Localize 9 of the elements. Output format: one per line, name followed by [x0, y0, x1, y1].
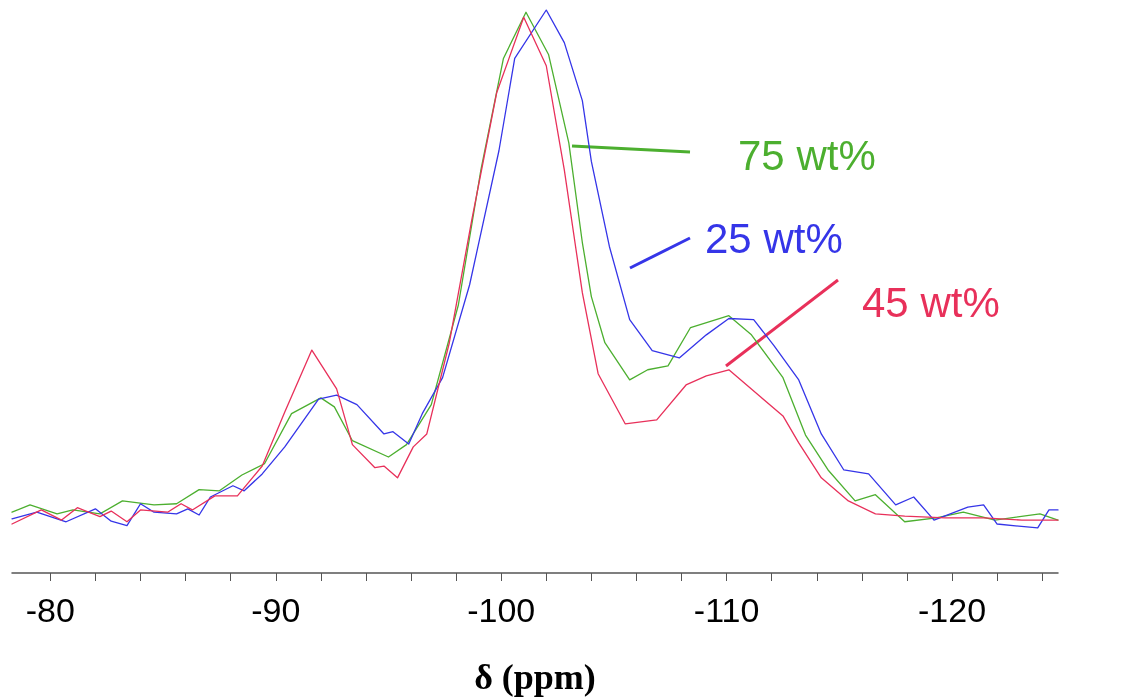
legend-label: 25 wt%: [705, 214, 843, 262]
x-axis-title: δ (ppm): [474, 657, 596, 697]
x-tick-label: -100: [467, 591, 536, 629]
x-tick-label: -90: [251, 591, 301, 629]
x-tick-label: -120: [918, 591, 987, 629]
x-tick-label: -80: [25, 591, 75, 629]
x-tick-label: -110: [693, 591, 760, 629]
legend-label: 75 wt%: [738, 131, 876, 179]
legend-label: 45 wt%: [862, 278, 1000, 326]
